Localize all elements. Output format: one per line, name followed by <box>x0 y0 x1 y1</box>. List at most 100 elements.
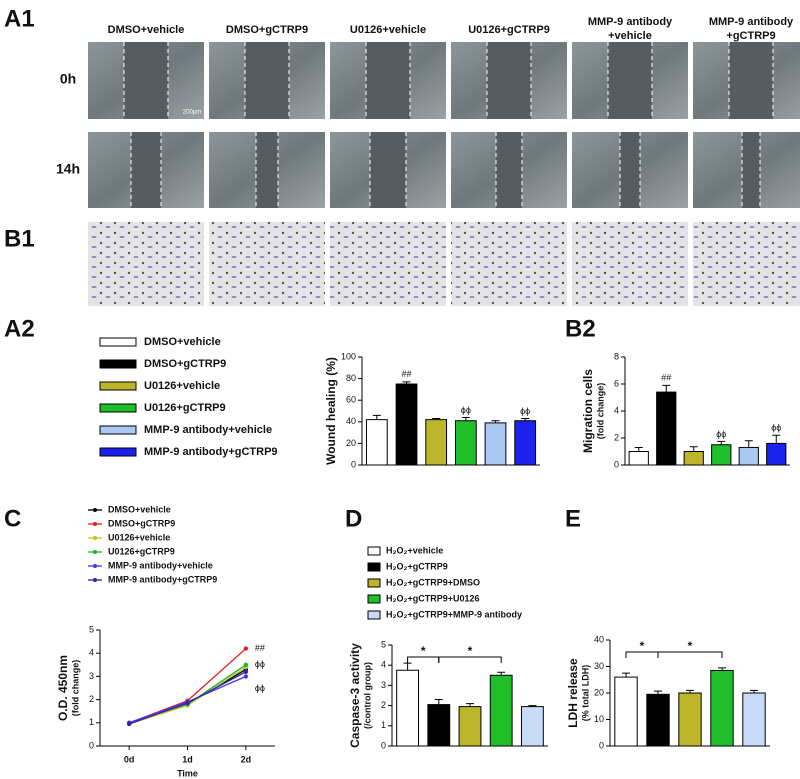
bar <box>454 420 477 466</box>
legend-label: U0126+gCTRP9 <box>108 546 175 556</box>
y-tick-label: 40 <box>594 634 604 644</box>
bar <box>395 383 418 466</box>
y-axis-label: LDH release <box>566 658 580 728</box>
legend-label: H₂O₂+gCTRP9+MMP-9 antibody <box>386 609 522 619</box>
bar <box>489 674 513 747</box>
y-axis-label: Wound healing (%) <box>324 357 338 465</box>
legend-label: DMSO+gCTRP9 <box>144 358 226 370</box>
y-tick-label: 4 <box>381 660 386 670</box>
panel-label: A1 <box>4 5 35 32</box>
error-bar <box>772 434 781 444</box>
legend-marker <box>93 536 97 540</box>
legend-swatch <box>99 337 137 347</box>
legend-swatch <box>367 594 381 604</box>
legend-label: H₂O₂+gCTRP9+U0126 <box>386 593 480 603</box>
wound-gap <box>245 42 289 119</box>
bar <box>738 446 759 466</box>
error-bar <box>750 689 758 693</box>
significance-label: ## <box>661 373 671 383</box>
y-axis-sublabel: (/control group) <box>362 662 372 729</box>
legend-label: DMSO+gCTRP9 <box>108 518 175 528</box>
y-tick-label: 0 <box>351 459 356 469</box>
y-tick-label: 6 <box>614 378 619 388</box>
error-bar <box>434 699 443 705</box>
y-tick-label: 0 <box>381 740 386 750</box>
error-bar <box>662 384 671 393</box>
column-label-line: +gCTRP9 <box>726 30 775 42</box>
y-tick-label: 80 <box>346 373 356 383</box>
bar <box>683 451 704 466</box>
legend-label: H₂O₂+vehicle <box>386 545 443 555</box>
wound-gap <box>256 132 278 208</box>
error-bar <box>622 672 630 678</box>
legend-swatch <box>99 359 137 369</box>
legend-swatch <box>99 403 137 413</box>
legend-label: H₂O₂+gCTRP9+DMSO <box>386 577 480 587</box>
bar <box>742 692 766 747</box>
legend-label: U0126+vehicle <box>144 380 220 392</box>
error-bar <box>654 690 662 695</box>
y-axis-label: O.D. 450nm <box>56 655 70 721</box>
bar <box>646 693 670 747</box>
y-tick-label: 0 <box>614 459 619 469</box>
legend-label: DMSO+vehicle <box>144 336 221 348</box>
column-label-line: +vehicle <box>608 30 652 42</box>
series-line <box>128 664 247 724</box>
legend-label: U0126+vehicle <box>108 532 170 542</box>
legend-swatch <box>367 546 381 556</box>
significance-label: ϕϕ <box>255 683 265 693</box>
legend-swatch <box>99 425 137 435</box>
bar <box>710 669 734 747</box>
wound-gap <box>729 42 773 119</box>
transwell-image <box>693 222 800 306</box>
error-bar <box>461 416 470 421</box>
wound-gap <box>742 132 760 208</box>
y-tick-label: 4 <box>614 405 619 415</box>
legend-swatch <box>367 578 381 588</box>
column-label-line: MMP-9 antibody <box>588 16 673 28</box>
bar <box>458 706 482 747</box>
legend-label: MMP-9 antibody+gCTRP9 <box>108 574 217 584</box>
y-tick-label: 20 <box>346 438 356 448</box>
legend-marker <box>93 578 97 582</box>
y-tick-label: 100 <box>341 351 356 361</box>
wound-gap <box>496 132 522 208</box>
data-point <box>126 721 132 727</box>
column-label: MMP-9 antibody +vehicle <box>588 16 673 42</box>
error-bar <box>491 420 500 423</box>
bar <box>514 420 537 466</box>
legend-marker <box>93 508 97 512</box>
error-bar <box>718 667 726 671</box>
legend-swatch <box>367 610 381 620</box>
bar <box>766 442 787 466</box>
y-tick-label: 8 <box>614 351 619 361</box>
row-label: 0h <box>60 71 76 87</box>
y-tick-label: 40 <box>346 416 356 426</box>
y-axis-sublabel: (fold change) <box>70 660 80 717</box>
significance-label: ## <box>401 369 411 379</box>
y-axis-sublabel: (% total LDH) <box>580 665 590 722</box>
y-tick-label: 1 <box>381 720 386 730</box>
data-point <box>243 646 249 651</box>
y-tick-label: 2 <box>614 432 619 442</box>
series-line <box>128 668 247 724</box>
x-tick-label: 1d <box>182 754 193 764</box>
error-bar <box>497 671 506 676</box>
legend-marker <box>93 564 97 568</box>
wound-gap <box>620 132 640 208</box>
significance-label: * <box>688 639 693 653</box>
bar <box>365 419 388 466</box>
wound-gap <box>131 132 161 208</box>
wound-gap <box>370 132 406 208</box>
significance-label: * <box>640 639 645 653</box>
bar <box>396 669 420 747</box>
error-bar <box>466 703 474 707</box>
panel-label: B1 <box>4 225 35 252</box>
bar <box>614 676 638 747</box>
column-label: MMP-9 antibody +gCTRP9 <box>709 16 794 42</box>
y-tick-label: 0 <box>599 740 604 750</box>
y-tick-label: 2 <box>89 694 94 704</box>
significance-label: * <box>468 644 473 658</box>
legend-label: MMP-9 antibody+gCTRP9 <box>144 446 278 458</box>
y-tick-label: 30 <box>594 661 604 671</box>
